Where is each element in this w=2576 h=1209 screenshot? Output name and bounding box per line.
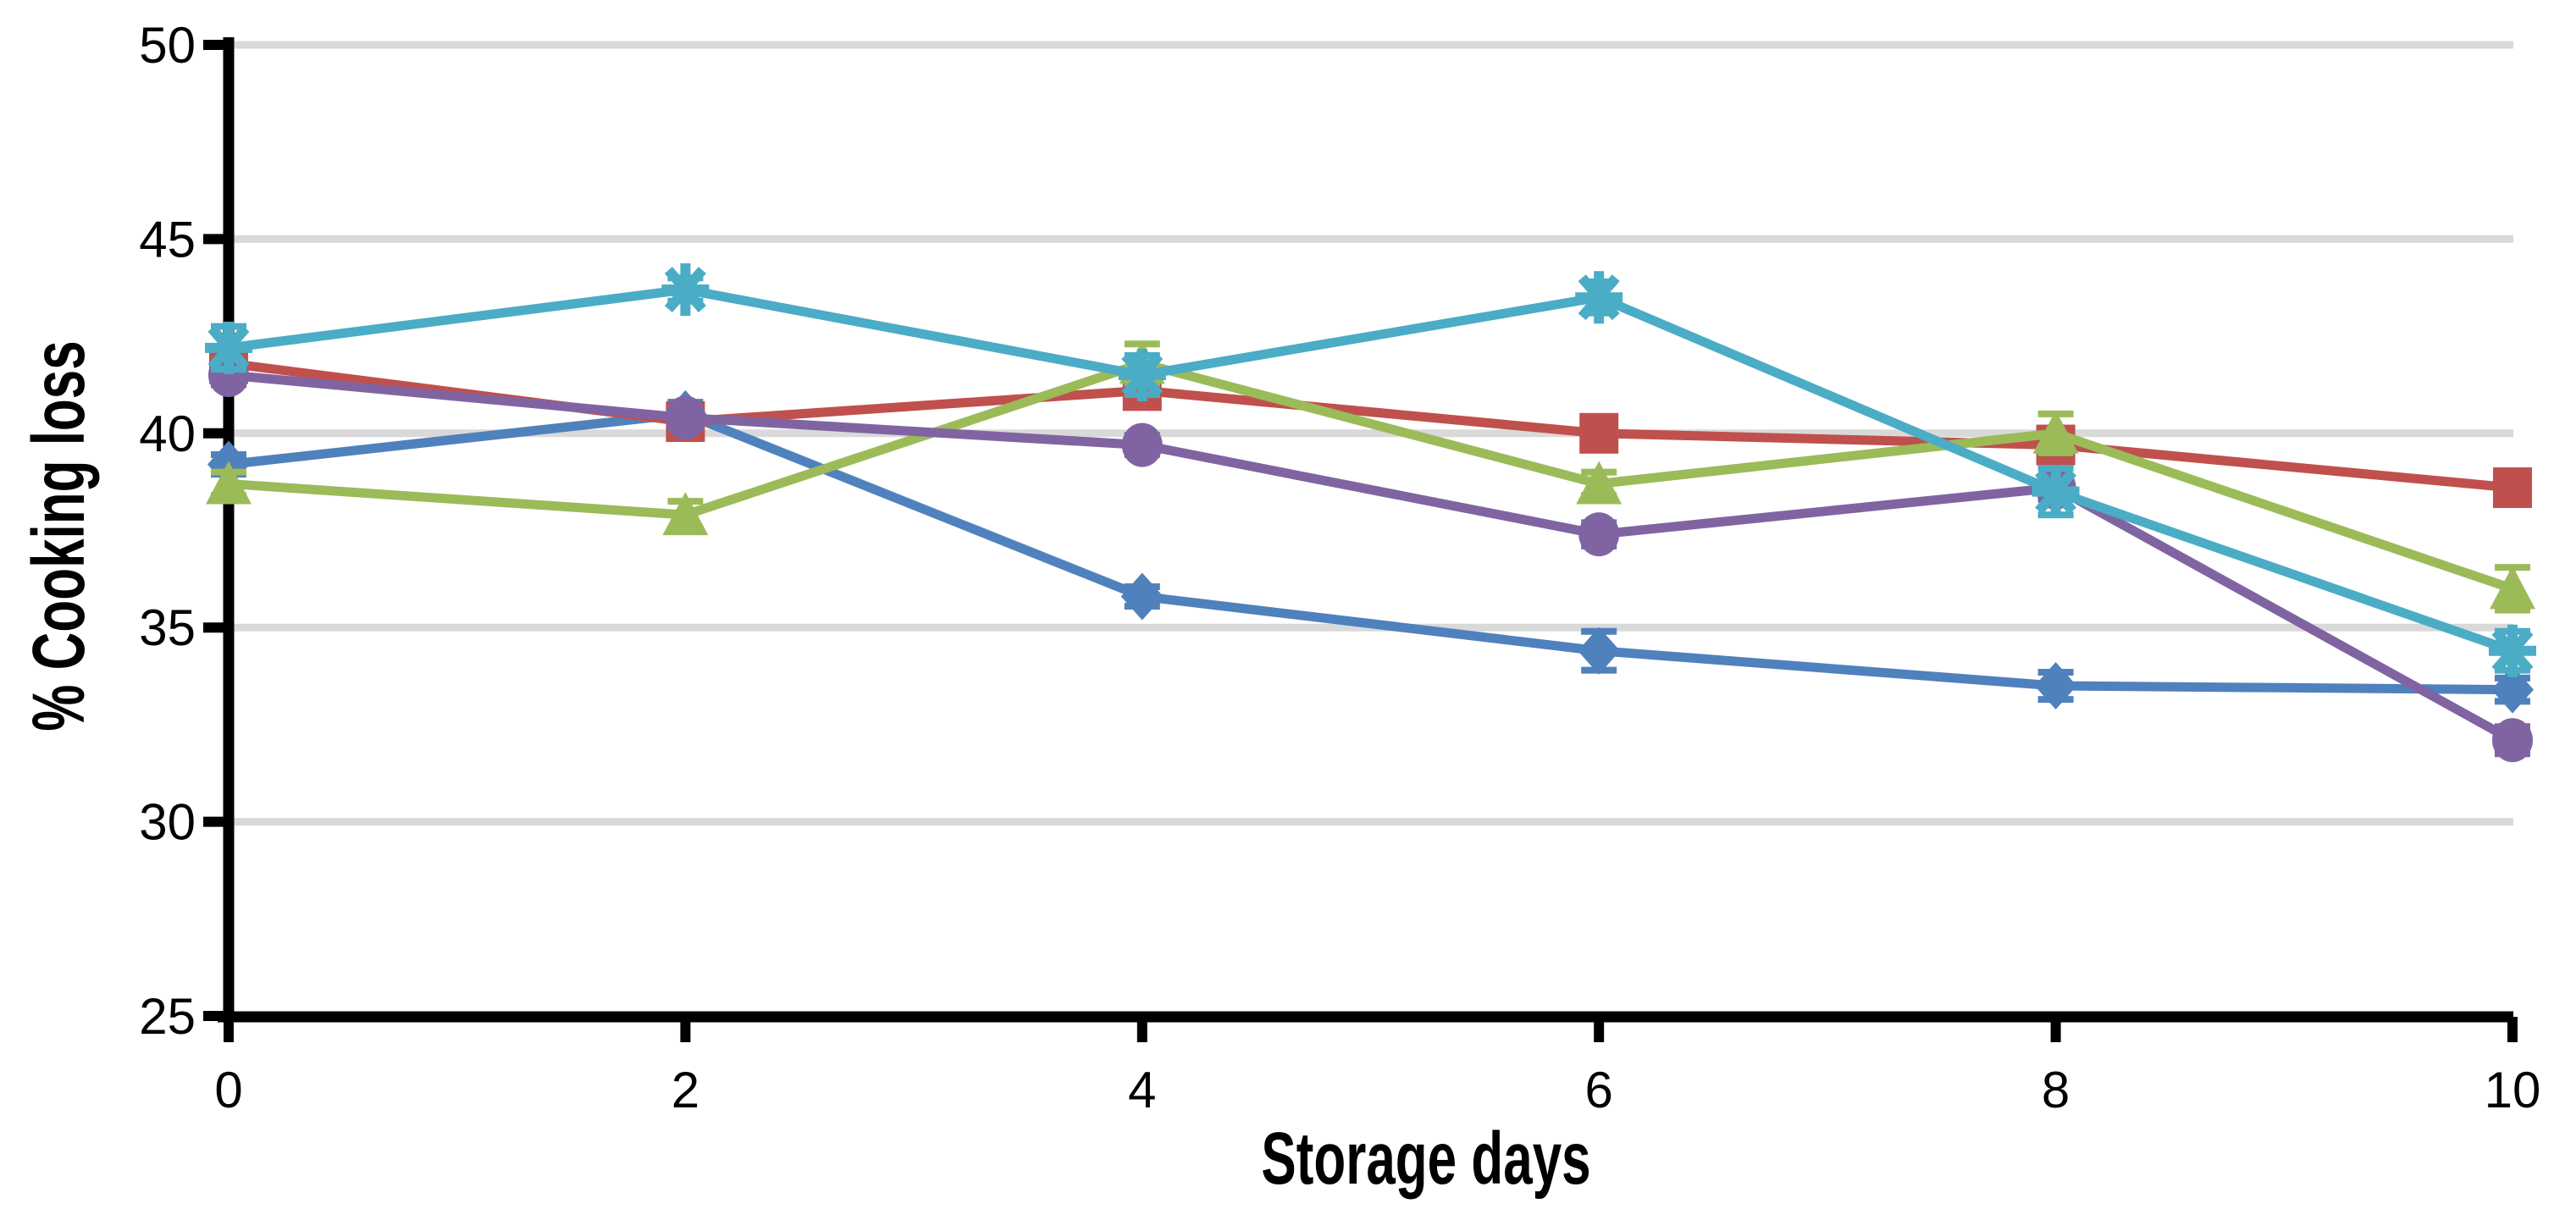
line-blue-diamond: [224, 409, 2518, 695]
series-plots: [205, 263, 2536, 763]
marker-cyan-asterisk-day-8: [2032, 465, 2080, 518]
series-blue-diamond: [207, 389, 2534, 714]
y-tick-label: 40: [139, 406, 196, 462]
line-purple-circle: [224, 370, 2518, 745]
marker-purple-circle-day-10: [2492, 718, 2533, 763]
x-tick-label: 2: [672, 1062, 699, 1118]
x-tick-label: 10: [2485, 1062, 2541, 1118]
y-axis-title: % Cooking loss: [18, 340, 100, 731]
y-tick-label: 30: [139, 794, 196, 851]
y-tick-label: 25: [139, 988, 196, 1045]
asterisk-arm: [2035, 468, 2077, 515]
marker-green-triangle-day-10: [2490, 566, 2535, 610]
marker-purple-circle-day-2: [665, 395, 706, 440]
marker-blue-diamond-day-6: [1578, 627, 1621, 675]
y-tick-label: 35: [139, 599, 196, 656]
tick-labels: 25 30 35 40 45 50 0 2 4 6 8 10: [139, 17, 2540, 1118]
y-tick-label: 45: [139, 211, 196, 268]
gridlines: [224, 41, 2513, 826]
marker-cyan-asterisk-day-4: [1118, 348, 1166, 401]
marker-blue-diamond-day-4: [1120, 572, 1164, 621]
x-tick-label: 4: [1128, 1062, 1156, 1118]
marker-cyan-asterisk-day-2: [661, 263, 710, 317]
marker-purple-circle-day-6: [1578, 512, 1620, 557]
series-cyan-asterisk: [205, 263, 2536, 677]
marker-green-triangle-day-8: [2032, 410, 2079, 454]
marker-cyan-asterisk-day-6: [1575, 271, 1623, 324]
line-cyan-asterisk: [224, 284, 2518, 656]
x-tick-label: 8: [2042, 1062, 2070, 1118]
x-tick-label: 6: [1585, 1062, 1613, 1118]
marker-red-square-day-10: [2493, 467, 2532, 509]
marker-green-triangle-day-6: [1576, 461, 1622, 505]
marker-blue-diamond-day-8: [2034, 662, 2077, 710]
x-tick-label: 0: [214, 1062, 242, 1118]
y-tick-label: 50: [139, 17, 196, 74]
asterisk-arm: [2491, 627, 2534, 674]
line-green-triangle: [224, 358, 2518, 593]
marker-purple-circle-day-4: [1121, 422, 1163, 467]
marker-green-triangle-day-2: [662, 492, 709, 536]
marker-red-square-day-6: [1579, 412, 1619, 454]
x-axis-title: Storage days: [1261, 1118, 1590, 1200]
marker-cyan-asterisk-day-10: [2489, 624, 2536, 677]
asterisk-arm: [664, 267, 706, 312]
asterisk-arm: [1578, 274, 1620, 321]
marker-green-triangle-day-0: [206, 461, 252, 505]
asterisk-arm: [1121, 352, 1164, 398]
marker-blue-diamond-day-10: [2491, 665, 2534, 714]
asterisk-arm: [207, 324, 250, 371]
marker-cyan-asterisk-day-0: [205, 321, 252, 374]
axes: [203, 37, 2518, 1042]
series-green-triangle: [206, 340, 2535, 614]
